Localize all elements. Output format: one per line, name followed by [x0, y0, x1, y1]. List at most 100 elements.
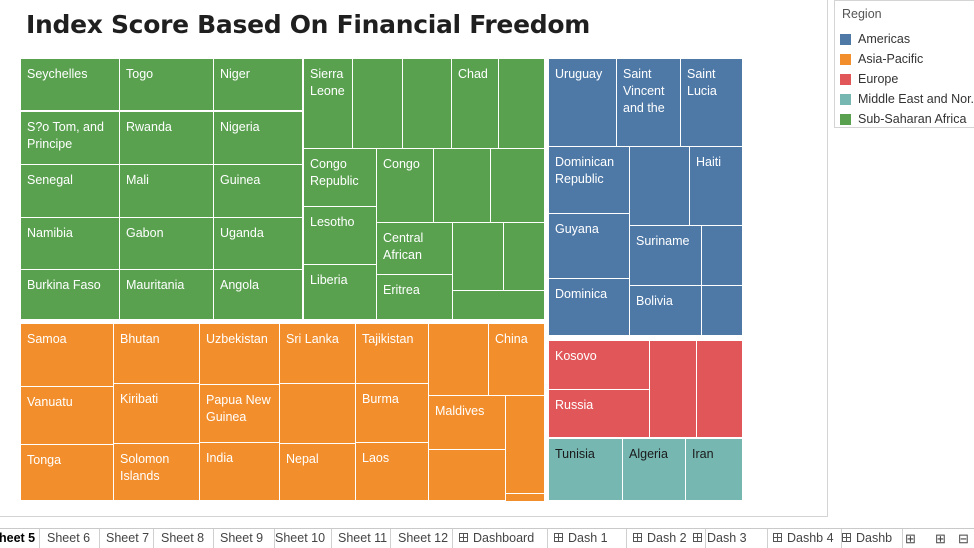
treemap-cell-sri-lanka[interactable]: Sri Lanka [279, 323, 356, 384]
treemap-cell-saint-lucia[interactable]: Saint Lucia [680, 58, 743, 147]
treemap-cell-uruguay[interactable]: Uruguay [548, 58, 617, 147]
tab-sheet-9[interactable]: Sheet 9 [213, 529, 275, 548]
legend-item[interactable]: Middle East and Nor.. [840, 92, 974, 108]
treemap-cell-gabon[interactable]: Gabon [119, 217, 214, 270]
treemap-cell-nigeria[interactable]: Nigeria [213, 111, 303, 165]
treemap-cell-unlabeled-53[interactable] [279, 383, 356, 444]
treemap-cell-unlabeled-5[interactable] [402, 58, 452, 149]
treemap-cell-unlabeled-62[interactable] [428, 449, 506, 501]
treemap-cell-unlabeled-42[interactable] [701, 285, 743, 336]
tab-dashb[interactable]: Dashb [835, 529, 903, 548]
tab-sheet-10[interactable]: Sheet 10 [268, 529, 332, 548]
new-story-icon[interactable]: ⊟ [958, 531, 969, 546]
tab-dashb-4[interactable]: Dashb 4 [766, 529, 842, 548]
legend-item[interactable]: Europe [840, 72, 974, 88]
treemap-cell-laos[interactable]: Laos [355, 442, 429, 501]
treemap-cell-haiti[interactable]: Haiti [689, 146, 743, 226]
treemap-cell-suriname[interactable]: Suriname [629, 225, 702, 286]
treemap-cell-angola[interactable]: Angola [213, 269, 303, 320]
tab-sheet-12[interactable]: Sheet 12 [391, 529, 453, 548]
treemap-cell-unlabeled-13[interactable] [433, 148, 491, 223]
tab-label: Sheet 11 [338, 531, 388, 545]
treemap-cell-guyana[interactable]: Guyana [548, 213, 630, 279]
treemap-cell-saint-vincent-and-the[interactable]: Saint Vincent and the [616, 58, 681, 147]
treemap-cell-unlabeled-39[interactable] [701, 225, 743, 286]
treemap-cell-tajikistan[interactable]: Tajikistan [355, 323, 429, 384]
legend-item[interactable]: Sub-Saharan Africa [840, 112, 974, 128]
treemap-cell-unlabeled-23[interactable] [452, 222, 504, 291]
legend-item[interactable]: Americas [840, 32, 974, 48]
sheet-tab-bar: heet 5 Sheet 6 Sheet 7 Sheet 8 Sheet 9 Sheet … [0, 528, 974, 548]
treemap-cell-bhutan[interactable]: Bhutan [113, 323, 200, 384]
legend-swatch [840, 54, 851, 65]
treemap-cell-liberia[interactable]: Liberia [303, 264, 377, 320]
treemap-cell-uganda[interactable]: Uganda [213, 217, 303, 270]
treemap-cell-bolivia[interactable]: Bolivia [629, 285, 702, 336]
treemap-cell-sierra-leone[interactable]: Sierra Leone [303, 58, 353, 149]
tab-sheet-7[interactable]: Sheet 7 [99, 529, 154, 548]
treemap-cell-algeria[interactable]: Algeria [622, 438, 686, 501]
tab-label: heet 5 [0, 531, 36, 545]
treemap-cell-unlabeled-24[interactable] [503, 222, 545, 291]
treemap-cell-uzbekistan[interactable]: Uzbekistan [199, 323, 280, 385]
tab-sheet-6[interactable]: Sheet 6 [40, 529, 100, 548]
treemap-cell-unlabeled-65[interactable] [649, 340, 697, 438]
treemap-cell-india[interactable]: India [199, 442, 280, 501]
treemap-cell-namibia[interactable]: Namibia [20, 217, 120, 270]
tab-dash-1[interactable]: Dash 1 [547, 529, 627, 548]
treemap-cell-dominica[interactable]: Dominica [548, 278, 630, 336]
treemap-cell-unlabeled-56[interactable] [505, 395, 545, 494]
treemap-cell-maldives[interactable]: Maldives [428, 395, 506, 450]
treemap-cell-burma[interactable]: Burma [355, 383, 429, 443]
tab-sheet-11[interactable]: Sheet 11 [331, 529, 391, 548]
treemap-cell-kosovo[interactable]: Kosovo [548, 340, 650, 390]
treemap-cell-seychelles[interactable]: Seychelles [20, 58, 120, 111]
treemap-cell-unlabeled-4[interactable] [352, 58, 403, 149]
tab-dash-2[interactable]: Dash 2 [626, 529, 706, 548]
treemap-cell-congo-republic[interactable]: Congo Republic [303, 148, 377, 207]
treemap-cell-dominican-republic[interactable]: Dominican Republic [548, 146, 630, 214]
treemap-cell-central-african[interactable]: Central African [376, 222, 453, 275]
treemap-cell-papua-new-guinea[interactable]: Papua New Guinea [199, 384, 280, 443]
treemap-cell-burkina-faso[interactable]: Burkina Faso [20, 269, 120, 320]
treemap-cell-solomon-islands[interactable]: Solomon Islands [113, 443, 200, 501]
treemap-cell-unlabeled-35[interactable] [629, 146, 690, 226]
dashboard-icon [633, 533, 642, 542]
treemap-cell-unlabeled-66[interactable] [696, 340, 743, 438]
treemap-cell-unlabeled-14[interactable] [490, 148, 545, 223]
treemap-cell-tonga[interactable]: Tonga [20, 444, 114, 501]
treemap-cell-unlabeled-7[interactable] [498, 58, 545, 149]
tab-sheet-8[interactable]: Sheet 8 [154, 529, 214, 548]
treemap-cell-chad[interactable]: Chad [451, 58, 499, 149]
legend-label: Sub-Saharan Africa [858, 112, 967, 126]
treemap-cell-samoa[interactable]: Samoa [20, 323, 114, 387]
treemap-cell-vanuatu[interactable]: Vanuatu [20, 386, 114, 445]
treemap-cell-tunisia[interactable]: Tunisia [548, 438, 623, 501]
treemap-cell-niger[interactable]: Niger [213, 58, 303, 111]
treemap-cell-nepal[interactable]: Nepal [279, 443, 356, 501]
treemap-cell-mali[interactable]: Mali [119, 164, 214, 218]
tab-dashboard[interactable]: Dashboard [452, 529, 548, 548]
treemap-cell-unlabeled-48[interactable] [428, 323, 489, 396]
legend-item[interactable]: Asia-Pacific [840, 52, 974, 68]
treemap-cell-s-o-tom-and-principe[interactable]: S?o Tom, and Principe [20, 111, 120, 165]
tab-label: Dashboard [473, 531, 535, 545]
treemap-cell-china[interactable]: China [488, 323, 545, 396]
tab-dash-3[interactable]: Dash 3 [686, 529, 768, 548]
treemap-cell-rwanda[interactable]: Rwanda [119, 111, 214, 165]
new-worksheet-icon[interactable]: ⊞ [905, 531, 916, 546]
treemap-cell-guinea[interactable]: Guinea [213, 164, 303, 218]
treemap-cell-unlabeled-30[interactable] [452, 290, 545, 320]
treemap-cell-unlabeled-63[interactable] [505, 493, 545, 502]
treemap-cell-kiribati[interactable]: Kiribati [113, 383, 200, 444]
tab-heet-5[interactable]: heet 5 [0, 529, 40, 548]
treemap-cell-lesotho[interactable]: Lesotho [303, 206, 377, 265]
treemap-cell-eritrea[interactable]: Eritrea [376, 274, 453, 320]
treemap-cell-senegal[interactable]: Senegal [20, 164, 120, 218]
treemap-cell-togo[interactable]: Togo [119, 58, 214, 111]
treemap-cell-congo[interactable]: Congo [376, 148, 434, 223]
treemap-cell-russia[interactable]: Russia [548, 389, 650, 438]
treemap-cell-iran[interactable]: Iran [685, 438, 743, 501]
new-dashboard-icon[interactable]: ⊞ [935, 531, 946, 546]
treemap-cell-mauritania[interactable]: Mauritania [119, 269, 214, 320]
